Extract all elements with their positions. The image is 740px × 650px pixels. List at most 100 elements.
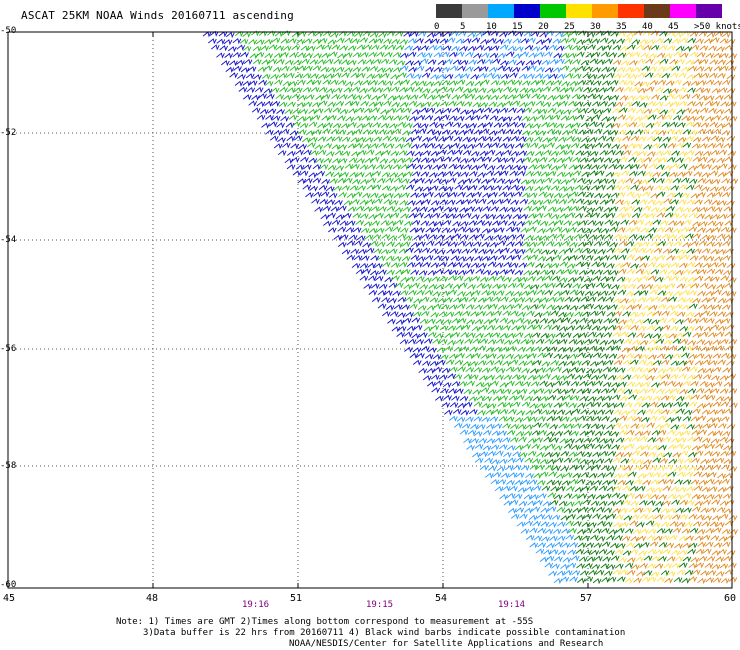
wind-barb [317,149,327,156]
wind-barb [586,207,596,214]
wind-barb [583,324,592,331]
wind-barb [427,207,437,214]
wind-barb [580,409,590,416]
wind-barb [495,213,505,220]
wind-barb [382,86,392,93]
wind-barb [298,143,307,150]
wind-barb [644,233,654,240]
wind-barb [680,401,690,408]
wind-barb [321,178,331,185]
wind-barb [432,338,441,345]
wind-barb [425,66,434,73]
wind-barb [522,156,532,163]
wind-barb [708,311,718,318]
wind-barb [638,550,647,557]
wind-barb [698,95,708,102]
wind-barb [504,402,513,409]
wind-barb [553,353,563,360]
wind-barb [288,114,298,121]
wind-barb [556,73,566,80]
wind-barb [564,296,574,303]
wind-barb [602,443,612,450]
wind-barb [565,423,575,430]
wind-barb [419,318,429,325]
wind-barb [671,549,681,556]
wind-barb [692,156,702,163]
wind-barb [494,486,504,493]
wind-barb [586,443,595,450]
wind-barb [540,235,550,242]
wind-barb [596,395,605,402]
wind-barb [648,354,657,361]
wind-barb [711,563,721,570]
wind-barb [325,186,335,193]
wind-barb [677,345,687,352]
wind-barb [441,129,451,136]
wind-barb [512,464,522,471]
wind-barb [454,184,464,191]
wind-barb [693,171,703,178]
wind-barb [360,51,369,58]
wind-barb [485,170,495,177]
wind-barb [594,142,604,149]
wind-barb [656,191,666,198]
wind-barb [356,235,366,242]
legend-swatch [566,4,592,18]
wind-barb [648,367,658,374]
wind-barb [521,241,531,248]
wind-barb [706,394,716,401]
wind-barb [530,318,540,325]
wind-barb [551,374,560,381]
wind-barb [568,226,577,233]
wind-barb [708,360,718,367]
wind-barb [712,416,722,423]
wind-barb [638,150,648,157]
wind-barb [650,444,660,451]
wind-barb [491,430,501,437]
wind-barb [363,107,373,114]
wind-barb [276,58,285,65]
lat-label-56: -56 [0,344,17,354]
wind-barb [354,240,363,247]
wind-barb [546,479,556,486]
legend-swatch [462,4,488,18]
wind-barb [649,289,659,296]
wind-barb [544,528,554,535]
wind-barb [467,283,476,290]
wind-barb [248,100,258,107]
wind-barb [569,289,579,296]
wind-barb [664,290,674,297]
wind-barb [511,226,521,233]
wind-barb [574,184,584,191]
wind-barb [251,107,261,114]
wind-barb [607,465,617,472]
wind-barb [682,269,692,276]
wind-barb [647,548,657,555]
wind-barb [460,331,470,338]
wind-barb [686,248,695,255]
wind-barb [412,45,422,52]
wind-barb [372,184,382,191]
wind-barb [400,163,410,170]
wind-barb [674,381,683,388]
wind-barb [664,464,674,471]
wind-barb [469,346,479,353]
wind-barb [431,38,440,45]
wind-barb [444,121,454,128]
wind-barb [499,219,508,226]
wind-barb [574,486,584,493]
wind-barb [660,395,670,402]
wind-barb [472,177,482,184]
wind-barb [320,191,330,198]
wind-barb [609,206,619,213]
wind-barb [546,415,556,422]
wind-barb [433,115,443,122]
wind-barb [544,352,554,359]
wind-barb [433,66,443,73]
wind-barb [537,527,547,534]
wind-barb [530,284,540,291]
wind-barb [525,486,534,493]
wind-barb [691,143,701,150]
wind-barb [540,249,550,256]
legend-label: 40 [642,22,653,32]
